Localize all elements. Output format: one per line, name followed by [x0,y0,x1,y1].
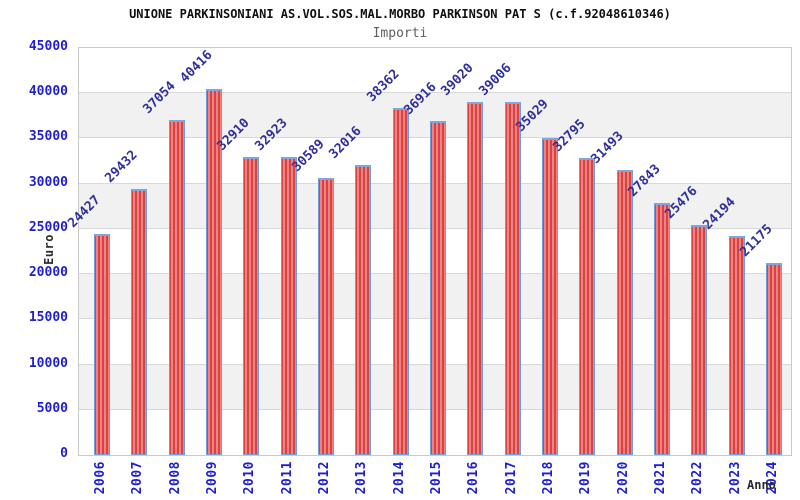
bar-2007 [131,188,148,455]
x-tick-label-2013: 2013 [354,461,370,495]
chart-title: UNIONE PARKINSONIANI AS.VOL.SOS.MAL.MORB… [129,7,671,21]
y-tick-label: 20000 [28,265,68,281]
bar-2024 [765,263,782,455]
y-tick-label: 5000 [36,400,68,416]
x-tick-label-2014: 2014 [391,461,407,495]
y-tick-label: 10000 [28,355,68,371]
bar-2011 [280,157,297,455]
x-tick-label-2022: 2022 [690,461,706,495]
y-tick-label: 35000 [28,129,68,145]
x-axis-ticks: 2006 2007 2008 2009 2010 2011 2012 2013 2014 2015… [78,461,792,500]
x-tick-label-2008: 2008 [167,461,183,495]
bar-2013 [355,165,372,455]
x-tick-label-2015: 2015 [428,461,444,495]
bar-2010 [243,157,260,455]
y-tick-label: 15000 [28,310,68,326]
x-tick-label-2007: 2007 [130,461,146,495]
x-tick-label-2011: 2011 [279,461,295,495]
y-tick-label: 25000 [28,219,68,235]
x-tick-label-2017: 2017 [503,461,519,495]
x-tick-label-2006: 2006 [93,461,108,495]
x-tick-label-2018: 2018 [540,461,556,495]
grid-band [79,48,791,94]
x-tick-label-2009: 2009 [204,461,220,495]
x-tick-label-2023: 2023 [727,461,743,495]
y-axis-title: Euro [42,234,56,265]
bar-2014 [392,108,409,455]
y-tick-label: 0 [60,446,68,461]
x-tick-label-2012: 2012 [316,461,332,495]
x-tick-label-2021: 2021 [652,461,668,495]
y-tick-label: 40000 [28,84,68,100]
bar-2022 [691,224,708,455]
bar-2008 [168,119,185,455]
plot-area: 24427 29432 37054 40416 32910 32923 30589 32016… [65,47,792,456]
chart-subtitle: Importi [372,26,428,41]
bar-2023 [728,236,745,455]
bar-2019 [579,158,596,455]
x-tick-label-2019: 2019 [578,461,594,495]
bar-2020 [616,170,633,455]
bar-2021 [653,203,670,455]
bar-2017 [504,102,521,455]
x-tick-label-2016: 2016 [466,461,482,495]
bar-2012 [317,178,334,455]
bar-2015 [429,121,446,455]
x-tick-label-2020: 2020 [615,461,631,495]
bar-2018 [541,138,558,455]
bar-2009 [205,89,222,455]
x-tick-label-2010: 2010 [242,461,258,495]
x-axis-title: Anno [747,478,776,492]
bar-2006 [94,234,110,455]
y-tick-label: 30000 [28,174,68,190]
y-tick-label: 45000 [28,39,68,54]
bar-2016 [467,102,484,455]
